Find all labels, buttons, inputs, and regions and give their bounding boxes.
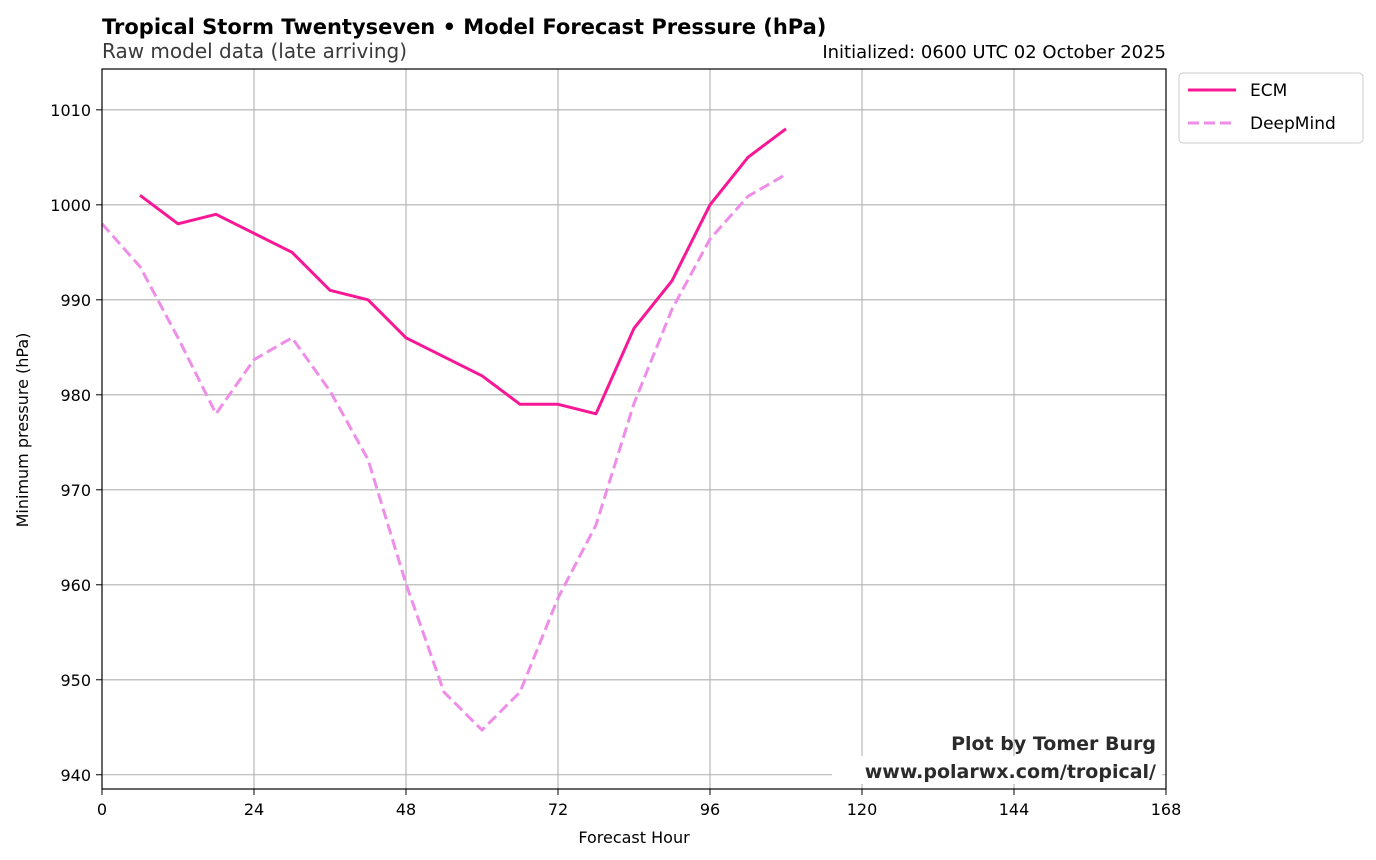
series-line-ecm [139,127,787,416]
x-tick-label: 96 [700,800,720,819]
credit-line-2: www.polarwx.com/tropical/ [865,761,1156,783]
x-tick-label: 72 [548,800,568,819]
credit: Plot by Tomer Burg www.polarwx.com/tropi… [832,733,1162,784]
grid-layer [102,69,1166,789]
y-tick-label: 1010 [50,101,91,120]
y-tick-label: 960 [60,576,91,595]
y-axis-label: Minimum pressure (hPa) [13,333,32,528]
y-tick-label: 990 [60,291,91,310]
x-tick-label: 0 [97,800,107,819]
x-tick-label: 120 [847,800,878,819]
x-axis-label: Forecast Hour [578,828,690,847]
legend-ecm-label: ECM [1250,81,1287,101]
credit-line-1: Plot by Tomer Burg [951,733,1156,755]
chart-subtitle: Raw model data (late arriving) [102,39,407,63]
chart-title: Tropical Storm Twentyseven • Model Forec… [102,15,826,39]
legend-deepmind-label: DeepMind [1250,114,1336,134]
credit-background [832,756,1162,784]
x-tick-label: 24 [244,800,264,819]
y-tick-label: 980 [60,386,91,405]
y-tick-label: 940 [60,766,91,785]
tick-layer: 0 24 48 72 96 120 144 168 940 950 960 970 980 990 1000… [50,101,1181,819]
legend: ECM DeepMind [1178,72,1364,144]
x-tick-label: 48 [396,800,416,819]
plot-frame [101,68,1167,790]
series-line-deepmind [100,173,787,732]
x-tick-label: 144 [999,800,1030,819]
x-tick-label: 168 [1151,800,1182,819]
y-tick-label: 970 [60,481,91,500]
y-tick-label: 950 [60,671,91,690]
initialized-time: Initialized: 0600 UTC 02 October 2025 [822,42,1166,63]
y-tick-label: 1000 [50,196,91,215]
series-layer [100,127,787,732]
